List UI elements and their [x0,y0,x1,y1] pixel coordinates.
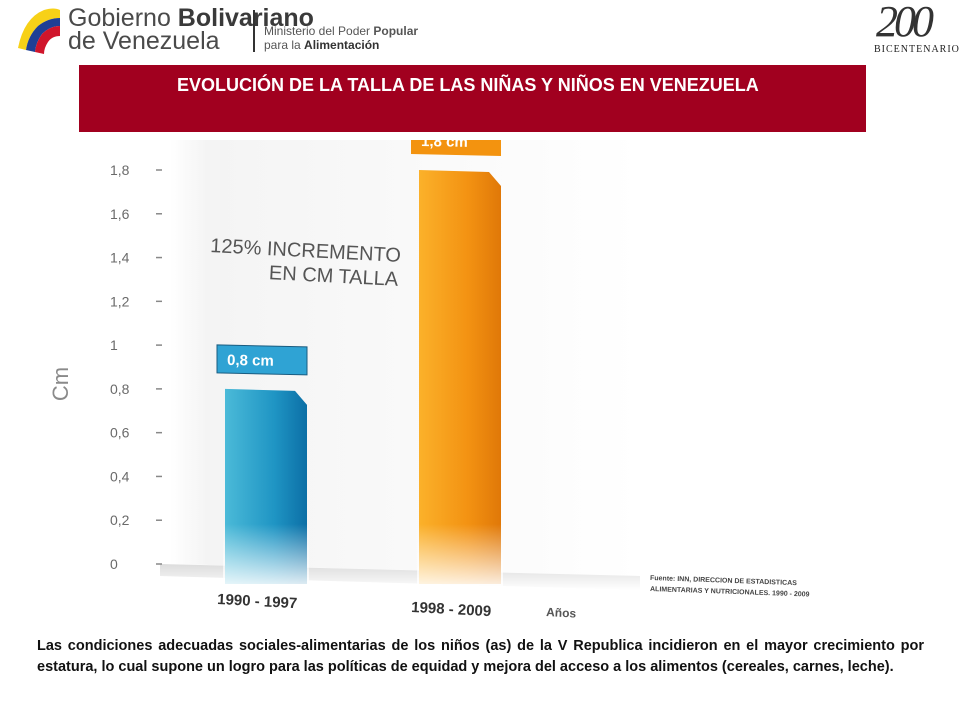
bicentenario-number: 200 [876,0,934,46]
ministry-name-line1: Ministerio del Poder Popular [264,24,419,38]
ministry-name-line2: para la Alimentación [264,38,380,52]
y-tick-label: 0,8 [110,381,130,397]
source-line2: ALIMENTARIAS Y NUTRICIONALES. 1990 - 200… [650,586,810,599]
y-axis-ticks: 0 0,2 0,4 0,6 0,8 1 1,2 1,4 1,6 1,8 [110,162,162,572]
data-label-1: 0,8 cm [227,352,274,370]
y-tick-label: 1,2 [110,293,130,309]
height-evolution-chart: 0 0,2 0,4 0,6 0,8 1 1,2 1,4 1,6 1,8 0,8 cm 1,8 cm … [40,140,860,625]
page-title: EVOLUCIÓN DE LA TALLA DE LAS NIÑAS Y NIÑ… [177,75,759,95]
category-label-2: 1998 - 2009 [411,599,492,620]
y-tick-label: 1 [110,337,118,353]
gov-name-line2: de Venezuela [68,27,220,55]
caption-paragraph: Las condiciones adecuadas sociales-alime… [37,638,924,675]
bicentenario-word: BICENTENARIO [874,44,960,55]
gobierno-bolivariano-logo: Gobierno Bolivariano de Venezuela Minist… [10,2,430,58]
data-label-box-2 [411,140,501,156]
title-banner: EVOLUCIÓN DE LA TALLA DE LAS NIÑAS Y NIÑ… [79,65,866,132]
bar-fade-2 [417,524,503,594]
y-axis-title: Cm [48,367,73,401]
bar-fade-1 [223,524,309,594]
y-tick-label: 0,2 [110,512,130,528]
source-line1: Fuente: INN, DIRECCION DE ESTADISTICAS [650,575,797,587]
y-tick-label: 0 [110,556,118,572]
bar-2 [419,170,501,584]
category-label-1: 1990 - 1997 [217,591,298,612]
bicentenario-logo: 200 BICENTENARIO [866,0,959,58]
y-tick-label: 1,6 [110,206,130,222]
y-tick-label: 1,8 [110,162,130,178]
data-label-2: 1,8 cm [421,140,468,151]
category-labels-group: 1990 - 1997 1998 - 2009 [217,591,492,620]
y-tick-label: 0,4 [110,468,130,484]
bars-group [223,170,503,594]
data-label-box-1 [216,344,308,376]
logo-divider [253,10,255,52]
gov-name-line1: Gobierno Bolivariano [68,4,314,32]
y-tick-label: 1,4 [110,250,130,266]
venezuela-flag-icon [18,8,60,54]
chart-svg: 00,20,40,60,811,21,41,61,8 0,8 cm1,8 cm … [48,140,810,621]
data-labels-group: 0,8 cm 1,8 cm [216,140,501,376]
x-axis-title: Años [546,605,577,621]
y-tick-label: 0,6 [110,425,130,441]
